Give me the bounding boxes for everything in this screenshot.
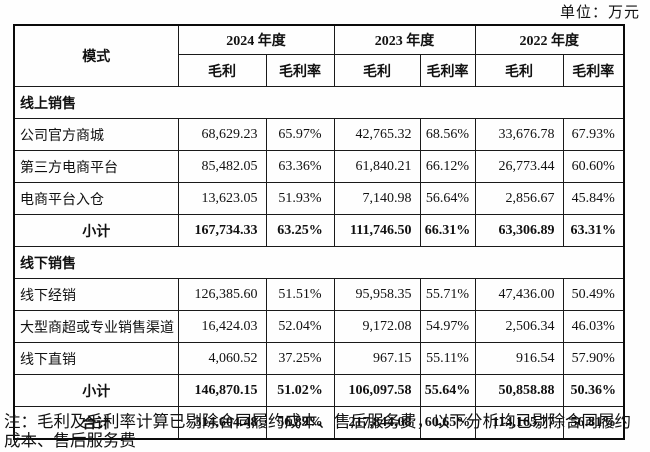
section-label: 线上销售 [13, 86, 625, 119]
gross-margin-value: 51.02% [265, 374, 335, 407]
header-gross-margin-2022: 毛利率 [562, 54, 625, 87]
gross-profit-value: 967.15 [333, 342, 421, 375]
gross-margin-value: 56.81% [562, 406, 625, 440]
gross-profit-value: 13,623.05 [177, 182, 267, 215]
table-body: 线上销售 公司官方商城 68,629.23 65.97% 42,765.32 68.56%… [13, 86, 625, 440]
table-row-data: 电商平台入仓 13,623.05 51.93% 7,140.98 56.64% 2,856… [13, 182, 625, 215]
table-row-section: 线上销售 [13, 86, 625, 119]
gross-profit-value: 47,436.00 [474, 278, 564, 311]
gross-profit-value: 146,870.15 [177, 374, 267, 407]
gross-profit-value: 85,482.05 [177, 150, 267, 183]
gross-margin-value: 57.90% [562, 342, 625, 375]
gross-margin-value: 52.04% [265, 310, 335, 343]
gross-margin-value: 37.25% [265, 342, 335, 375]
header-sub-row: 毛利 毛利率 毛利 毛利率 毛利 毛利率 [14, 54, 625, 87]
gross-margin-value: 65.97% [265, 118, 335, 151]
gross-profit-value: 106,097.58 [333, 374, 421, 407]
row-label: 第三方电商平台 [13, 150, 179, 183]
gross-margin-value: 56.89% [265, 406, 335, 440]
header-year-2023: 2023 年度 [333, 24, 476, 55]
header-year-2024: 2024 年度 [177, 24, 335, 55]
gross-margin-value: 51.51% [265, 278, 335, 311]
gross-margin-value: 55.71% [419, 278, 476, 311]
gross-margin-value: 50.36% [562, 374, 625, 407]
gross-profit-value: 50,858.88 [474, 374, 564, 407]
gross-margin-value: 56.64% [419, 182, 476, 215]
gross-margin-value: 46.03% [562, 310, 625, 343]
row-label: 大型商超或专业销售渠道 [13, 310, 179, 343]
gross-margin-value: 50.49% [562, 278, 625, 311]
table-row-data: 线下直销 4,060.52 37.25% 967.15 55.11% 916.54 57.9… [13, 342, 625, 375]
gross-margin-value: 60.60% [562, 150, 625, 183]
gross-profit-value: 7,140.98 [333, 182, 421, 215]
footnote: 注：毛利及毛利率计算已剔除合同履约成本、售后服务费，以下分析均已剔除合同履约成本… [4, 412, 631, 450]
table-row-section: 线下销售 [13, 246, 625, 279]
gross-profit-value: 217,844.08 [333, 406, 421, 440]
header-year-2022: 2022 年度 [474, 24, 625, 55]
gross-margin-value: 63.36% [265, 150, 335, 183]
gross-profit-value: 111,746.50 [333, 214, 421, 247]
gross-margin-value: 66.12% [419, 150, 476, 183]
gross-profit-value: 167,734.33 [177, 214, 267, 247]
row-label: 公司官方商城 [13, 118, 179, 151]
header-gross-margin-2024: 毛利率 [265, 54, 335, 87]
gross-profit-value: 114,165.77 [474, 406, 564, 440]
gross-profit-value: 33,676.78 [474, 118, 564, 151]
gross-margin-value: 66.31% [419, 214, 476, 247]
gross-profit-value: 26,773.44 [474, 150, 564, 183]
gross-profit-value: 68,629.23 [177, 118, 267, 151]
unit-label: 单位：万元 [559, 5, 640, 21]
header-gross-profit-2024: 毛利 [177, 54, 267, 87]
table-row-data: 第三方电商平台 85,482.05 63.36% 61,840.21 66.12% 26,… [13, 150, 625, 183]
gross-margin-value: 63.31% [562, 214, 625, 247]
section-label: 线下销售 [13, 246, 625, 279]
gross-profit-value: 4,060.52 [177, 342, 267, 375]
gross-profit-value: 95,958.35 [333, 278, 421, 311]
gross-profit-value: 916.54 [474, 342, 564, 375]
table-row-data: 大型商超或专业销售渠道 16,424.03 52.04% 9,172.08 54.97%… [13, 310, 625, 343]
gross-margin-value: 55.11% [419, 342, 476, 375]
gross-profit-table: 模式 2024 年度 2023 年度 2022 年度 毛利 毛利率 毛利 毛利率… [13, 24, 625, 440]
gross-margin-value: 55.64% [419, 374, 476, 407]
header-gross-profit-2023: 毛利 [333, 54, 421, 87]
row-label: 线下直销 [13, 342, 179, 375]
header-mode: 模式 [13, 24, 179, 87]
gross-profit-value: 126,385.60 [177, 278, 267, 311]
gross-profit-value: 61,840.21 [333, 150, 421, 183]
table-row-subtotal: 小计 167,734.33 63.25% 111,746.50 66.31% 63,306… [13, 214, 625, 247]
header-gross-margin-2023: 毛利率 [419, 54, 476, 87]
table-row-subtotal: 小计 146,870.15 51.02% 106,097.58 55.64% 50,858… [13, 374, 625, 407]
gross-profit-value: 314,604.48 [177, 406, 267, 440]
header-year-row: 模式 2024 年度 2023 年度 2022 年度 [13, 24, 625, 87]
table-row-data: 线下经销 126,385.60 51.51% 95,958.35 55.71% 47,43… [13, 278, 625, 311]
gross-profit-value: 63,306.89 [474, 214, 564, 247]
gross-profit-value: 16,424.03 [177, 310, 267, 343]
gross-margin-value: 60.65% [419, 406, 476, 440]
gross-margin-value: 45.84% [562, 182, 625, 215]
table-row-total: 合计 314,604.48 56.89% 217,844.08 60.65% 114,16… [13, 406, 625, 440]
gross-profit-value: 9,172.08 [333, 310, 421, 343]
table-row-data: 公司官方商城 68,629.23 65.97% 42,765.32 68.56% 33,6… [13, 118, 625, 151]
header-gross-profit-2022: 毛利 [474, 54, 564, 87]
gross-margin-value: 51.93% [265, 182, 335, 215]
gross-margin-value: 67.93% [562, 118, 625, 151]
row-label: 线下经销 [13, 278, 179, 311]
row-label: 小计 [13, 214, 179, 247]
gross-profit-value: 2,856.67 [474, 182, 564, 215]
row-label: 合计 [13, 406, 179, 440]
gross-margin-value: 63.25% [265, 214, 335, 247]
gross-margin-value: 54.97% [419, 310, 476, 343]
gross-margin-value: 68.56% [419, 118, 476, 151]
gross-profit-value: 42,765.32 [333, 118, 421, 151]
table-header: 模式 2024 年度 2023 年度 2022 年度 毛利 毛利率 毛利 毛利率… [13, 24, 625, 87]
row-label: 电商平台入仓 [13, 182, 179, 215]
gross-profit-value: 2,506.34 [474, 310, 564, 343]
row-label: 小计 [13, 374, 179, 407]
